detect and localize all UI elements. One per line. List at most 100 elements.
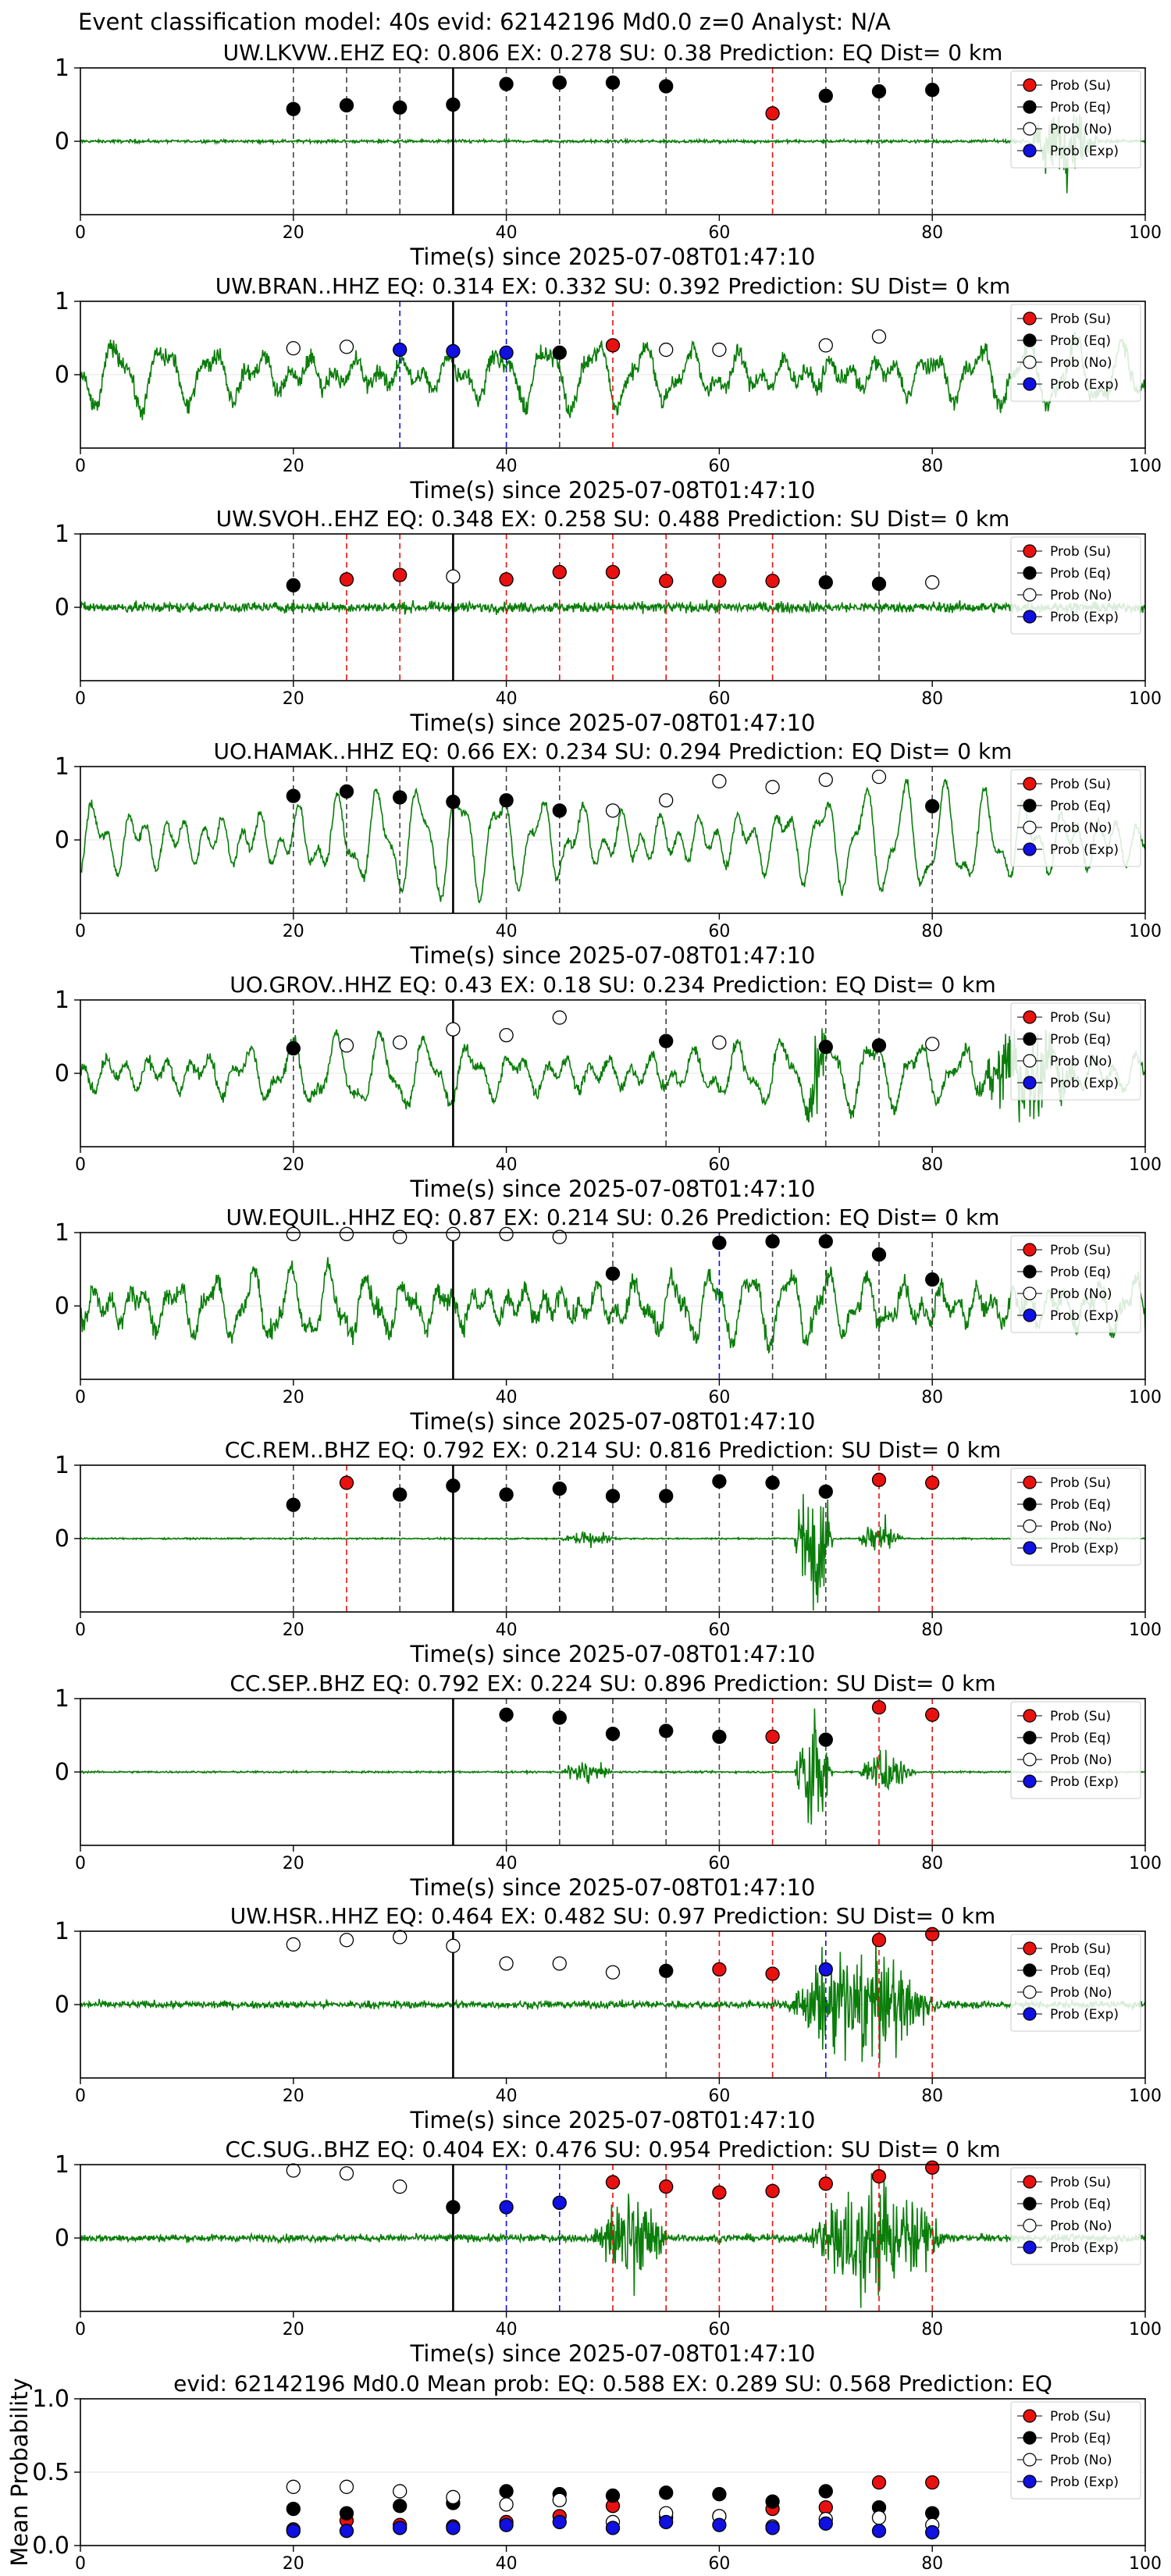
prob-marker-no — [925, 1037, 940, 1051]
prob-marker-no — [393, 1035, 408, 1050]
x-tick-label: 100 — [1129, 457, 1162, 476]
prob-marker-su — [925, 1707, 940, 1722]
chart-panel: CC.REM..BHZ EQ: 0.792 EX: 0.214 SU: 0.81… — [55, 1437, 1162, 1667]
prob-marker-eq — [712, 1729, 727, 1745]
y-tick-label: 0 — [55, 128, 69, 155]
legend-frame — [1010, 536, 1141, 635]
legend-label: Prob (Exp) — [1050, 2240, 1119, 2256]
prob-marker-eq — [499, 76, 514, 91]
prob-marker-exp — [499, 345, 514, 360]
x-tick-label: 0 — [75, 689, 86, 709]
chart-title: CC.SUG..BHZ EQ: 0.404 EX: 0.476 SU: 0.95… — [225, 2137, 1000, 2162]
x-tick-label: 60 — [708, 689, 730, 709]
legend-frame — [1010, 1701, 1141, 1799]
prob-marker-no — [393, 1229, 408, 1244]
prob-marker-no — [339, 340, 354, 354]
x-tick-label: 80 — [921, 689, 943, 709]
legend: Prob (Su) Prob (Eq) Prob (No) Prob (Exp) — [1010, 2401, 1141, 2500]
panels-container: UW.LKVW..EHZ EQ: 0.806 EX: 0.278 SU: 0.3… — [6, 40, 1162, 2574]
prob-marker-su — [765, 1729, 780, 1745]
plot-area — [80, 778, 1145, 904]
prob-marker-su — [499, 572, 514, 587]
x-axis-label: Time(s) since 2025-07-08T01:47:10 — [410, 1408, 816, 1435]
legend-marker — [1023, 100, 1037, 114]
legend-label: Prob (Su) — [1050, 777, 1111, 792]
prob-marker-eq — [286, 101, 301, 116]
prob-marker-eq — [871, 576, 887, 592]
prob-marker-eq — [818, 1732, 833, 1747]
x-axis-label: Time(s) since 2025-07-08T01:47:10 — [410, 244, 816, 270]
x-tick-label: 20 — [283, 2320, 304, 2339]
legend-label: Prob (Su) — [1050, 311, 1111, 327]
prob-marker-eq — [552, 345, 567, 360]
prob-marker-no — [286, 1226, 301, 1242]
prob-marker-eq — [286, 1497, 301, 1512]
prob-marker-su — [393, 568, 408, 582]
prob-marker-eq — [499, 1707, 514, 1722]
x-tick-label: 20 — [283, 1155, 304, 1175]
prob-marker-no — [393, 2179, 408, 2194]
x-tick-label: 20 — [283, 689, 304, 709]
y-tick-label: 1 — [55, 2151, 69, 2179]
prob-marker-su — [339, 1475, 354, 1490]
prob-marker-eq — [818, 88, 833, 103]
mean-prob-marker-exp — [446, 2521, 461, 2535]
legend-marker — [1023, 2475, 1037, 2489]
prob-marker-no — [339, 1226, 354, 1242]
mean-prob-marker-eq — [605, 2488, 621, 2503]
mean-prob-marker-no — [446, 2489, 461, 2505]
legend-marker — [1023, 2409, 1037, 2423]
legend-marker — [1023, 842, 1037, 856]
legend-marker — [1023, 777, 1037, 791]
prob-marker-eq — [446, 97, 461, 112]
legend-marker — [1023, 333, 1037, 347]
x-tick-label: 0 — [75, 2087, 86, 2106]
mean-prob-marker-exp — [393, 2521, 408, 2535]
prob-marker-su — [871, 2169, 887, 2184]
legend-label: Prob (No) — [1050, 355, 1112, 371]
x-tick-label: 40 — [496, 689, 518, 709]
x-tick-label: 80 — [921, 1155, 943, 1175]
x-tick-label: 80 — [921, 457, 943, 476]
x-tick-label: 60 — [708, 223, 730, 243]
x-tick-label: 80 — [921, 2320, 943, 2339]
x-tick-label: 60 — [708, 922, 730, 941]
legend-label: Prob (Su) — [1050, 1941, 1111, 1957]
prob-marker-eq — [659, 1034, 674, 1048]
legend-frame — [1010, 1002, 1141, 1101]
prob-marker-eq — [552, 1481, 567, 1496]
x-tick-label: 20 — [283, 2554, 304, 2574]
legend-frame — [1010, 304, 1141, 402]
waveform-trace — [80, 600, 1145, 616]
y-tick-label: 0 — [55, 827, 69, 854]
prob-marker-exp — [818, 1962, 833, 1977]
legend-marker — [1023, 2240, 1037, 2254]
x-tick-label: 40 — [496, 1155, 518, 1175]
legend-marker — [1023, 2197, 1037, 2211]
x-tick-label: 0 — [75, 1388, 86, 1407]
prob-marker-eq — [393, 1487, 408, 1502]
x-axis-label: Time(s) since 2025-07-08T01:47:10 — [410, 2340, 816, 2367]
prob-marker-su — [605, 338, 621, 353]
legend-label: Prob (Eq) — [1050, 1963, 1111, 1979]
legend-label: Prob (No) — [1050, 1286, 1112, 1302]
legend-label: Prob (Exp) — [1050, 377, 1119, 393]
waveform-trace — [80, 1934, 1145, 2064]
x-axis-label: Time(s) since 2025-07-08T01:47:10 — [410, 710, 816, 736]
legend-marker — [1023, 799, 1037, 813]
y-tick-label: 0 — [55, 361, 69, 389]
prob-marker-eq — [286, 1041, 301, 1056]
legend-marker — [1023, 311, 1037, 326]
prob-marker-eq — [925, 83, 940, 98]
x-tick-label: 80 — [921, 2087, 943, 2106]
x-axis-label: Time(s) since 2025-07-08T01:47:10 — [410, 1176, 816, 1202]
legend-label: Prob (Su) — [1050, 1709, 1111, 1724]
y-tick-label: 0 — [55, 1293, 69, 1320]
prob-marker-no — [286, 1937, 301, 1952]
y-tick-label: 0 — [55, 1759, 69, 1786]
waveform-trace — [80, 331, 1145, 421]
legend-marker — [1023, 2007, 1037, 2021]
y-tick-label: 1 — [55, 987, 69, 1014]
mean-prob-marker-exp — [605, 2521, 621, 2535]
